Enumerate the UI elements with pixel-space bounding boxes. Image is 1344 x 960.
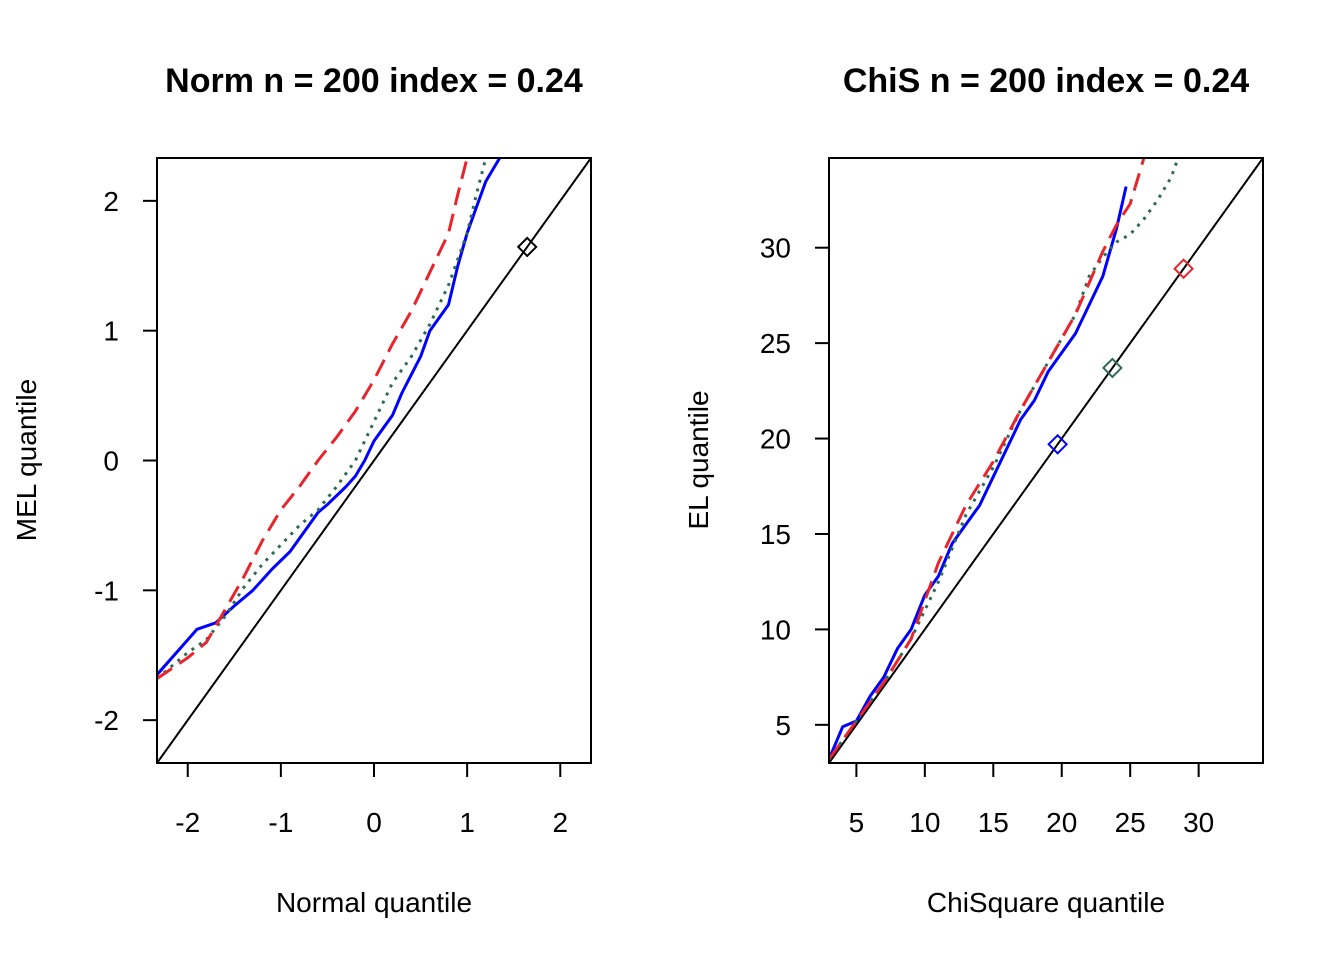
chart-title: Norm n = 200 index = 0.24	[165, 62, 583, 100]
x-axis-label: Normal quantile	[276, 887, 472, 918]
y-tick-label: 20	[760, 424, 791, 455]
series-line-dashed	[829, 158, 1146, 761]
y-tick-label: -1	[94, 575, 119, 606]
x-tick-label: 1	[459, 807, 475, 838]
x-tick-label: 2	[552, 807, 568, 838]
x-tick-label: 20	[1046, 807, 1077, 838]
series-line-solid	[157, 158, 501, 676]
y-tick-label: 5	[775, 710, 791, 741]
y-tick-label: 25	[760, 328, 791, 359]
x-tick-label: -2	[175, 807, 200, 838]
plot-content	[157, 158, 591, 763]
plot-area	[156, 157, 592, 764]
series-line-dotted	[157, 158, 488, 680]
plot-frame	[828, 157, 1264, 764]
y-tick-label: 30	[760, 233, 791, 264]
y-tick-label: 15	[760, 519, 791, 550]
y-tick-label: 0	[103, 446, 119, 477]
y-tick-label: 1	[103, 316, 119, 347]
x-tick-label: 25	[1115, 807, 1146, 838]
x-tick-label: 10	[909, 807, 940, 838]
diamond-marker	[1047, 433, 1069, 455]
y-ticks: -2 -1 0 1 2	[94, 186, 157, 736]
x-ticks: -2 -1 0 1 2	[175, 763, 568, 838]
y-tick-label: 2	[103, 186, 119, 217]
y-ticks: 5 10 15 20 25 30	[760, 233, 829, 741]
y-tick-label: 10	[760, 614, 791, 645]
diamond-marker	[1101, 357, 1123, 379]
plot-content	[829, 158, 1263, 763]
diamond-marker	[516, 236, 538, 258]
x-tick-label: 0	[366, 807, 382, 838]
plot-frame	[156, 157, 592, 764]
x-tick-label: -1	[268, 807, 293, 838]
y-axis-label: MEL quantile	[11, 379, 42, 541]
reference-line	[157, 158, 591, 763]
reference-line	[829, 158, 1263, 763]
x-axis-label: ChiSquare quantile	[927, 887, 1165, 918]
panel-chisquare-qq: ChiS n = 200 index = 0.24 ChiSquare quan…	[683, 62, 1264, 918]
x-ticks: 5 10 15 20 25 30	[849, 763, 1214, 838]
panel-normal-qq: Norm n = 200 index = 0.24 Normal quantil…	[11, 62, 592, 918]
x-tick-label: 30	[1183, 807, 1214, 838]
series-line-dashed	[157, 158, 469, 680]
y-tick-label: -2	[94, 705, 119, 736]
x-tick-label: 15	[978, 807, 1009, 838]
chart-title: ChiS n = 200 index = 0.24	[843, 62, 1249, 100]
x-tick-label: 5	[849, 807, 865, 838]
series-line-solid	[829, 186, 1128, 760]
y-axis-label: EL quantile	[683, 390, 714, 529]
diamond-marker	[1173, 258, 1195, 280]
plot-area	[828, 157, 1264, 764]
